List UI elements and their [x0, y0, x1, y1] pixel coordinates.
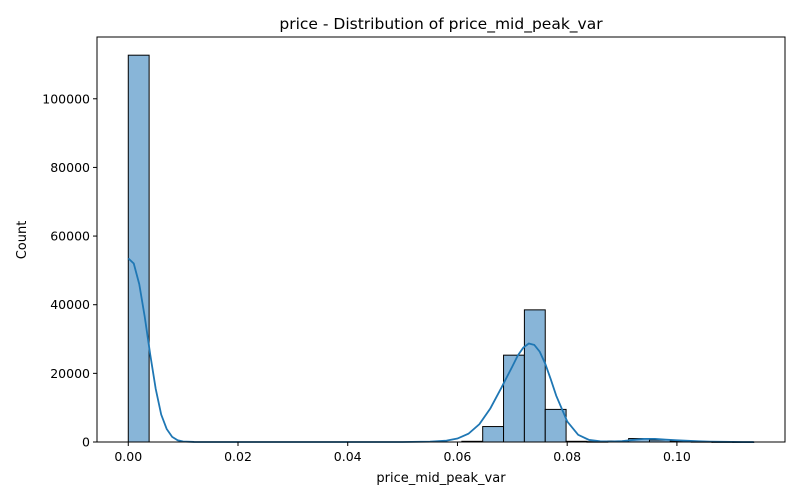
y-tick-label: 100000 — [42, 91, 90, 106]
x-axis-ticks: 0.00 0.02 0.04 0.06 0.08 0.10 — [114, 442, 691, 464]
y-tick-label: 80000 — [50, 160, 90, 175]
x-tick-label: 0.08 — [553, 449, 581, 464]
x-tick-label: 0.04 — [334, 449, 362, 464]
histogram-bar — [482, 426, 505, 443]
kde-curve — [127, 257, 754, 443]
plot-frame — [96, 36, 786, 443]
x-tick-label: 0.06 — [444, 449, 472, 464]
y-tick-label: 60000 — [50, 229, 90, 244]
x-axis-label: price_mid_peak_var — [376, 471, 506, 486]
histogram-bar — [503, 354, 525, 443]
y-axis-ticks: 0 20000 40000 60000 80000 100000 — [42, 91, 97, 450]
histogram-bar — [127, 54, 150, 443]
chart-title: price - Distribution of price_mid_peak_v… — [279, 15, 603, 34]
histogram-bars — [127, 54, 755, 443]
x-tick-label: 0.00 — [114, 449, 142, 464]
histogram-bar — [523, 309, 546, 443]
y-axis-label: Count — [15, 221, 30, 260]
y-tick-label: 0 — [82, 435, 90, 450]
y-tick-label: 20000 — [50, 366, 90, 381]
y-tick-label: 40000 — [50, 297, 90, 312]
histogram-bar — [544, 408, 567, 443]
x-tick-label: 0.02 — [224, 449, 252, 464]
x-tick-label: 0.10 — [663, 449, 691, 464]
